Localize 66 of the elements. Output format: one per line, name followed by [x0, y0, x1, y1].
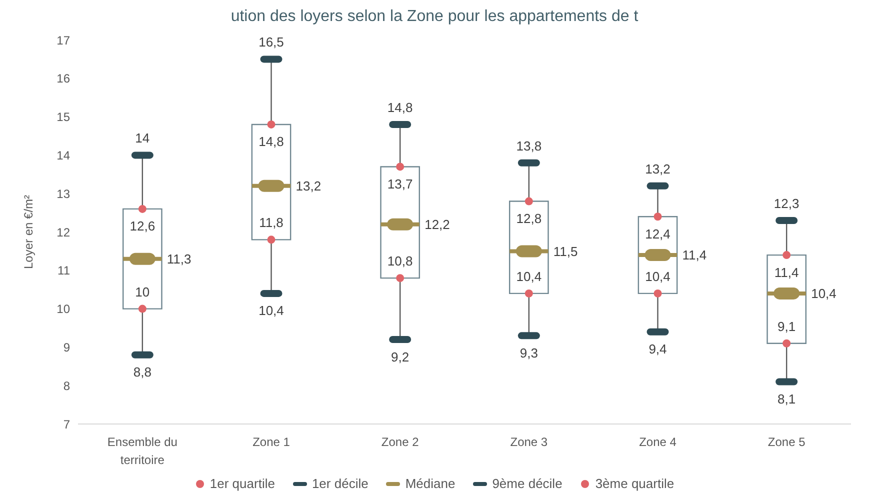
y-tick-label: 7	[63, 417, 70, 432]
legend-label: Médiane	[405, 476, 456, 491]
y-tick-label: 10	[56, 302, 70, 316]
data-label: 10,4	[645, 268, 670, 284]
data-label: 10,4	[516, 268, 542, 284]
data-label: 10,4	[811, 286, 836, 302]
point	[782, 251, 791, 260]
data-label: 11,4	[774, 264, 799, 280]
chart-title: ution des loyers selon la Zone pour les appartements de t	[230, 8, 640, 27]
data-label: 12,2	[424, 216, 450, 232]
point	[396, 274, 404, 282]
point	[524, 289, 533, 298]
legend-label: 3ème quartile	[595, 476, 674, 491]
data-label: 11,3	[166, 251, 192, 266]
data-label: 9,4	[648, 342, 667, 357]
data-label: 9,3	[520, 345, 538, 360]
data-label: 8,8	[133, 364, 152, 380]
x-tick-label: Zone 5	[768, 435, 806, 449]
y-axis-title: Loyer en €/m²	[21, 194, 36, 270]
data-label: 11,5	[553, 244, 578, 259]
data-label: 13,2	[296, 178, 322, 194]
data-label: 12,4	[645, 226, 670, 242]
data-label: 13,7	[387, 176, 413, 192]
y-tick-label: 11	[58, 264, 70, 278]
data-label: 9,2	[391, 349, 410, 364]
y-tick-label: 9	[63, 340, 70, 354]
data-label: 10,4	[258, 303, 284, 318]
point	[138, 204, 146, 213]
y-tick-label: 17	[56, 33, 70, 48]
y-tick-label: 8	[63, 378, 70, 393]
y-tick-label: 13	[56, 186, 70, 201]
y-tick-label: 16	[56, 72, 70, 86]
x-tick-label: Ensemble du territoire	[107, 435, 178, 467]
data-label: 14,8	[387, 100, 413, 115]
data-label: 11,8	[259, 215, 284, 230]
point	[396, 162, 404, 171]
data-label: 13,2	[645, 161, 670, 176]
point	[654, 289, 662, 298]
x-tick-label: Zone 3	[510, 435, 548, 449]
x-tick-label: Zone 2	[381, 435, 420, 449]
y-tick-label: 15	[56, 110, 70, 124]
data-label: 11,4	[682, 248, 707, 263]
y-tick-label: 14	[56, 148, 70, 162]
point	[267, 236, 276, 244]
data-label: 12,6	[130, 218, 156, 234]
data-label: 16,5	[258, 34, 284, 50]
legend-label: 1er décile	[312, 476, 368, 491]
data-label: 10,8	[387, 254, 413, 269]
data-label: 13,8	[516, 138, 542, 154]
point	[654, 212, 662, 221]
data-label: 12,8	[516, 211, 542, 226]
point	[138, 304, 146, 313]
data-label: 14,8	[258, 134, 284, 150]
data-label: 9,1	[778, 318, 796, 334]
data-label: 8,1	[778, 392, 796, 407]
point	[267, 120, 276, 128]
y-tick-label: 12	[56, 225, 70, 240]
legend-label: 1er quartile	[210, 476, 275, 491]
legend-label: 9ème décile	[492, 476, 562, 491]
point	[782, 339, 791, 348]
data-label: 10	[135, 284, 150, 300]
point	[524, 197, 533, 206]
data-label: 14	[135, 130, 150, 146]
x-tick-label: Zone 1	[252, 435, 290, 449]
data-label: 12,3	[774, 196, 800, 211]
x-tick-label: Zone 4	[639, 435, 677, 449]
